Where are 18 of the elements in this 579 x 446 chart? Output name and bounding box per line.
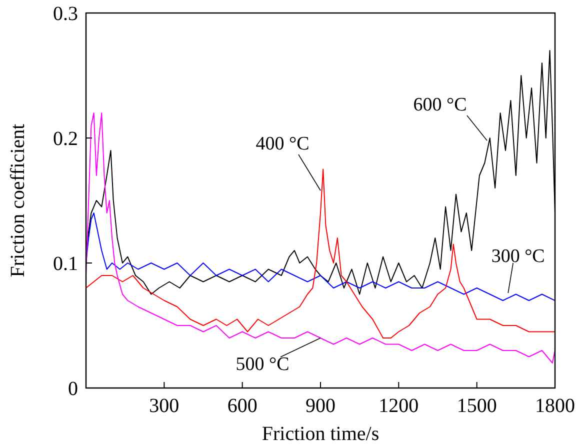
line-series xyxy=(86,168,555,338)
annotation: 400 °C xyxy=(256,134,310,154)
x-tick-label: 600 xyxy=(227,395,258,417)
y-tick-label: 0.3 xyxy=(53,3,78,25)
line-series xyxy=(86,212,555,301)
y-tick-label: 0 xyxy=(68,378,78,400)
x-tick-label: 900 xyxy=(306,395,336,417)
x-tick-label: 1500 xyxy=(456,395,497,417)
x-axis-title: Friction time/s xyxy=(262,423,380,445)
annotation: 300 °C xyxy=(491,246,545,267)
y-tick-label: 0.1 xyxy=(53,253,78,275)
y-tick-label: 0.2 xyxy=(53,128,78,150)
x-tick-label: 1800 xyxy=(535,395,575,417)
y-axis-title: Friction coefficient xyxy=(7,123,29,278)
x-tick-label: 300 xyxy=(149,395,180,417)
annotation: 600 °C xyxy=(413,94,467,116)
annotation: 500 °C xyxy=(236,354,290,375)
x-tick-label: 1200 xyxy=(378,395,419,417)
